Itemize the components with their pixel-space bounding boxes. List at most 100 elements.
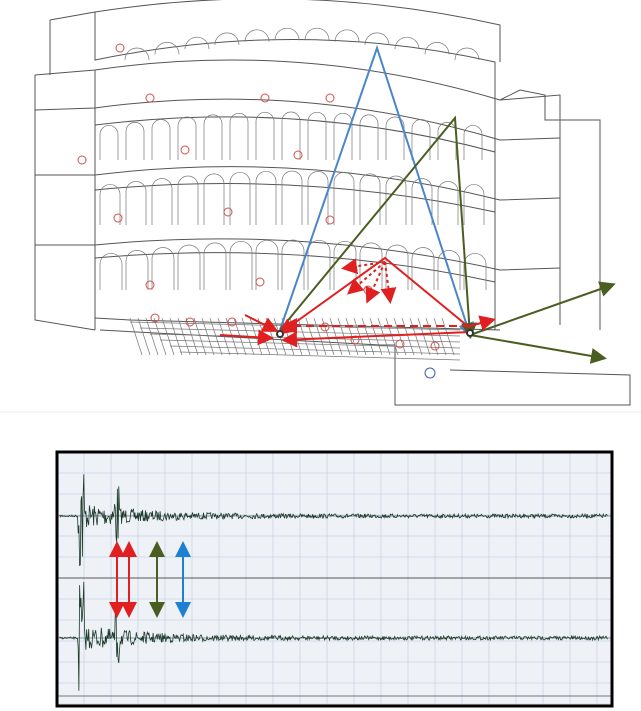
path: [469, 315, 496, 331]
rect: [57, 452, 612, 706]
seat: [417, 317, 431, 356]
roof-arch: [364, 32, 390, 45]
seat: [393, 317, 407, 356]
path: [34, 59, 561, 325]
roof-arch: [424, 42, 450, 55]
arch: [99, 253, 123, 290]
g: [57, 452, 612, 706]
microphone: [113, 213, 123, 223]
arch: [411, 119, 431, 160]
path: [34, 98, 561, 141]
roof-arch: [244, 29, 270, 42]
microphone: [150, 313, 160, 323]
arch: [463, 184, 485, 225]
microphone: [77, 155, 87, 165]
arch: [151, 178, 173, 225]
seat: [129, 317, 143, 356]
arch: [255, 170, 277, 225]
arch: [411, 247, 435, 290]
path: [244, 314, 279, 332]
seat: [401, 317, 415, 356]
arch: [359, 242, 383, 290]
microphone: [255, 277, 265, 287]
seat: [321, 317, 335, 356]
roof-arch: [154, 42, 180, 55]
seat: [433, 317, 447, 356]
seat: [161, 317, 175, 356]
impulse-response: [55, 450, 614, 708]
seat: [441, 317, 455, 356]
arch: [385, 175, 407, 225]
path: [34, 75, 96, 331]
roof-arch: [334, 29, 360, 42]
arch: [385, 244, 409, 290]
path: [35, 166, 561, 201]
microphone: [260, 93, 270, 103]
arch: [177, 244, 201, 290]
microphone: [227, 317, 237, 327]
arch: [359, 114, 379, 160]
circle: [466, 329, 474, 337]
arch: [307, 170, 329, 225]
microphone: [430, 341, 440, 351]
path: [94, 116, 496, 153]
seat: [209, 317, 223, 356]
seat: [217, 317, 231, 356]
arch: [203, 173, 225, 225]
arch: [411, 178, 433, 225]
path: [279, 115, 478, 339]
arch: [385, 116, 405, 160]
arch: [125, 181, 147, 225]
roof-arch: [454, 47, 480, 61]
microphone: [325, 93, 335, 103]
seat: [177, 317, 191, 356]
theatre-section: [34, 0, 631, 406]
roof-arch: [184, 36, 210, 50]
seat: [145, 317, 159, 356]
path: [394, 345, 631, 406]
seat: [185, 317, 199, 356]
arch: [307, 111, 327, 160]
seat-row: [179, 351, 461, 361]
arch: [203, 114, 223, 160]
arch: [463, 125, 483, 160]
seat-row: [169, 345, 461, 355]
seat-row: [149, 333, 461, 343]
path: [380, 261, 397, 304]
path: [281, 331, 471, 348]
path: [469, 281, 616, 336]
seat: [297, 317, 311, 356]
arch: [281, 111, 301, 160]
roof-arch: [274, 27, 300, 41]
seat: [313, 317, 327, 356]
path: [279, 44, 474, 339]
path: [341, 258, 386, 275]
roof-arch: [394, 36, 420, 50]
arch: [125, 250, 149, 290]
seat: [137, 317, 151, 356]
roof-arch: [304, 27, 330, 41]
arch: [333, 171, 355, 225]
arch: [437, 250, 461, 290]
microphone: [395, 339, 405, 349]
arch: [203, 242, 227, 290]
seat: [409, 317, 423, 356]
microphone: [145, 93, 155, 103]
arch: [359, 173, 381, 225]
seat: [329, 317, 343, 356]
sound-paths: [219, 44, 616, 364]
arch: [281, 170, 303, 225]
arch: [437, 181, 459, 225]
microphone: [145, 280, 155, 290]
path: [94, 252, 496, 283]
arch: [125, 122, 145, 160]
path: [346, 261, 386, 295]
seat: [425, 317, 439, 356]
waveform: [59, 474, 608, 567]
seat: [385, 317, 399, 356]
microphone: [115, 43, 125, 53]
arch: [151, 247, 175, 290]
g: [99, 27, 487, 290]
arch: [333, 112, 353, 160]
